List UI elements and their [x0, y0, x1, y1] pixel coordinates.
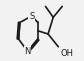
Text: S: S — [29, 12, 34, 20]
Text: N: N — [24, 47, 31, 56]
Text: OH: OH — [60, 49, 73, 58]
